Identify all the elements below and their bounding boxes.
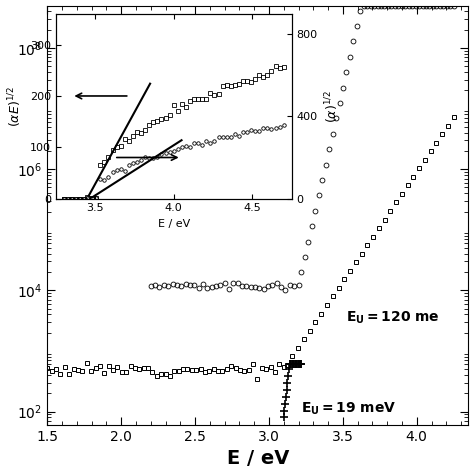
X-axis label: E / eV: E / eV [227,449,289,468]
Y-axis label: $(\alpha)^{1/2}$: $(\alpha)^{1/2}$ [323,90,341,123]
Text: $\mathbf{E_U = 120\ me}$: $\mathbf{E_U = 120\ me}$ [346,310,439,327]
Text: $\mathbf{E_U = 19\ meV}$: $\mathbf{E_U = 19\ meV}$ [301,401,397,417]
